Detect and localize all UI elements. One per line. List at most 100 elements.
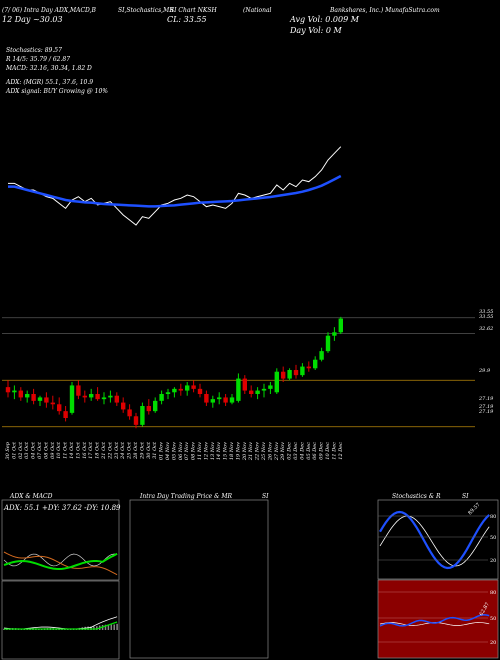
candle-body <box>89 394 94 398</box>
candle-body <box>255 390 260 394</box>
rsi-white-line <box>379 622 490 626</box>
reference-lines <box>2 317 475 428</box>
candle-body <box>114 395 119 403</box>
date-label: 13 Nov <box>210 442 216 460</box>
date-label: 09 Dec <box>319 442 325 460</box>
candle-body <box>159 394 164 401</box>
date-label: 20 Nov <box>242 442 248 461</box>
candle-body <box>95 394 100 400</box>
date-label: 14 Nov <box>216 442 222 460</box>
candle-body <box>18 390 23 398</box>
date-label: 29 Oct <box>139 441 145 460</box>
header-company: (National <box>243 7 272 14</box>
date-label: 04 Dec <box>299 442 305 460</box>
stochastics-readout: Stochastics: 89.57 <box>6 47 62 54</box>
candle-body <box>287 370 292 379</box>
date-label: 14 Oct <box>69 441 75 459</box>
candle-body <box>25 394 30 398</box>
rsi-tick: 20 <box>490 640 496 646</box>
stoch-tick: 50 <box>490 535 496 541</box>
candle-body <box>197 388 203 394</box>
candle-body <box>37 397 43 401</box>
candle-body <box>121 402 126 410</box>
date-label: 01 Oct <box>11 441 17 459</box>
header-company-tail: Bankshares, Inc.) MunafaSutra.com <box>330 7 440 14</box>
macd-lines <box>3 616 118 630</box>
date-label: 08 Oct <box>43 441 49 459</box>
candle-body <box>223 397 228 403</box>
candle-body <box>300 366 305 376</box>
stoch-lines: 80 50 20 89.57 <box>378 502 496 570</box>
candle-body <box>249 390 254 394</box>
candle-body <box>242 378 247 391</box>
candle-body <box>63 411 68 418</box>
candle-body <box>82 395 87 398</box>
date-label: 03 Oct <box>24 441 30 459</box>
date-label: 22 Nov <box>255 442 261 461</box>
candle-body <box>217 397 222 400</box>
candle-body <box>5 387 11 393</box>
date-label: 15 Oct <box>75 441 81 459</box>
date-label: 30 Oct <box>146 441 152 459</box>
candle-body <box>76 385 81 396</box>
candlesticks <box>5 316 343 429</box>
candle-body <box>108 395 113 398</box>
date-label: 07 Oct <box>37 441 43 459</box>
candle-body <box>12 390 17 393</box>
date-label: 10 Dec <box>325 442 331 460</box>
date-label: 05 Nov <box>171 442 177 460</box>
macd-readout: MACD: 32.16, 30.34, 1.82 D <box>6 65 92 72</box>
rsi-blue-line <box>379 614 490 627</box>
candle-body <box>274 371 279 393</box>
price-label: 32.62 <box>479 326 493 332</box>
date-label: 28 Oct <box>133 441 139 460</box>
date-label: 06 Nov <box>178 442 184 460</box>
day-volume: Day Vol: 0 M <box>290 26 342 35</box>
intraday-panel-title: Intra Day Trading Price & MR <box>140 493 233 500</box>
candle-body <box>172 388 177 393</box>
intraday-panel-title-tail: SI <box>262 493 269 500</box>
candle-body <box>261 388 267 391</box>
date-label: 18 Nov <box>229 442 235 460</box>
candle-body <box>101 397 107 400</box>
date-label: 02 Dec <box>287 442 293 460</box>
price-label: 33.55 <box>479 314 493 320</box>
intraday-panel <box>129 499 269 659</box>
date-label: 22 Oct <box>107 441 113 460</box>
date-label: 03 Dec <box>293 442 299 460</box>
price-label: 27.19 <box>478 396 494 402</box>
header-line1-stoch: SI,Stochastics,MR <box>118 7 174 14</box>
date-label: 19 Nov <box>235 442 241 460</box>
candle-body <box>268 385 273 389</box>
adx-green-line <box>3 552 118 570</box>
candle-body <box>140 406 145 425</box>
date-label: 25 Oct <box>127 441 133 460</box>
rsi-tick: 50 <box>490 616 496 622</box>
candle-body <box>178 388 183 391</box>
date-label: 12 Dec <box>338 442 344 460</box>
date-label: 06 Dec <box>312 442 318 460</box>
candle-body <box>191 385 196 389</box>
rsi-tick: 80 <box>490 590 496 596</box>
candle-body <box>319 351 324 360</box>
date-label: 29 Nov <box>280 442 286 461</box>
header-12day: 12 Day ~30.03 <box>2 15 63 24</box>
r-readout: R 14/5: 35.79 / 62.87 <box>6 56 71 63</box>
candle-body <box>236 378 241 401</box>
candle-body <box>229 397 235 403</box>
adx-orange-line <box>3 551 118 576</box>
rsi-point-label: 62.87 <box>479 602 491 617</box>
stoch-panel <box>377 499 499 580</box>
candle-body <box>146 406 151 412</box>
header-ticker: SI Chart NKSH <box>170 7 217 14</box>
date-label: 26 Nov <box>267 442 273 461</box>
adx-readout: ADX: (MGR) 55.1, 37.6, 10.9 <box>6 79 94 86</box>
date-label: 17 Oct <box>88 441 94 459</box>
date-label: 23 Oct <box>114 441 120 460</box>
date-label: 16 Oct <box>82 441 88 459</box>
price-label: 27.19 <box>478 404 494 410</box>
stoch-panel-title-tail: SI <box>462 493 469 500</box>
stoch-tick: 80 <box>490 514 496 520</box>
close-line <box>8 146 342 226</box>
candle-body <box>281 371 286 379</box>
